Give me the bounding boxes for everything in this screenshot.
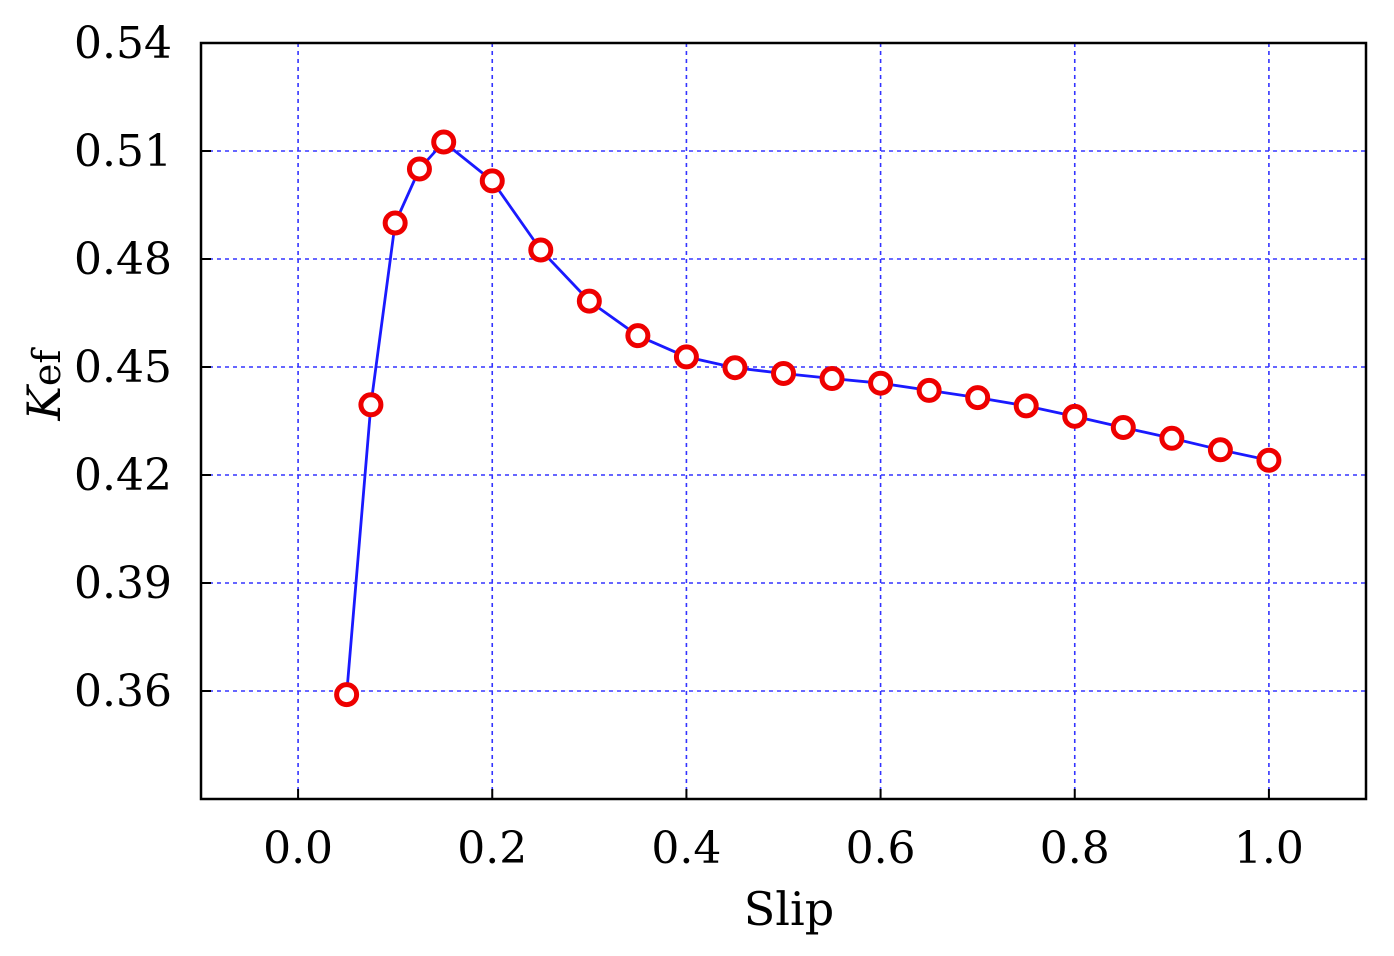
data-point: [916, 377, 942, 403]
x-tick-label: 0.4: [651, 823, 721, 874]
plot-frame: [199, 41, 1368, 801]
y-axis-title: Kef: [17, 347, 71, 422]
x-tick-label: 0.2: [457, 823, 527, 874]
data-point: [868, 370, 894, 396]
data-point: [1159, 425, 1185, 451]
grid-lines: [201, 43, 1366, 799]
data-point: [358, 392, 384, 418]
y-axis-title-sub: ef: [25, 347, 69, 386]
data-point: [479, 168, 505, 194]
x-tick-label: 1.0: [1234, 823, 1304, 874]
data-point: [819, 366, 845, 392]
axis-ticks: [201, 42, 1270, 799]
data-point: [334, 682, 360, 708]
y-tick-label: 0.39: [74, 558, 172, 609]
y-tick-label: 0.36: [74, 666, 172, 717]
data-point: [406, 156, 432, 182]
data-point: [576, 288, 602, 314]
data-point: [722, 355, 748, 381]
series-group: [334, 129, 1282, 708]
y-tick-label: 0.42: [74, 450, 172, 501]
x-tick-label: 0.6: [846, 823, 916, 874]
data-point: [1256, 447, 1282, 473]
data-point: [965, 385, 991, 411]
data-point: [1013, 393, 1039, 419]
data-point: [1207, 437, 1233, 463]
data-point: [1110, 414, 1136, 440]
plot-border: [199, 41, 1368, 801]
y-tick-label: 0.48: [74, 234, 172, 285]
y-tick-label: 0.45: [74, 342, 172, 393]
data-point: [528, 237, 554, 263]
data-point: [673, 344, 699, 370]
y-axis-title-main: K: [17, 383, 71, 421]
series-line: [345, 140, 1270, 695]
x-tick-label: 0.0: [263, 823, 333, 874]
data-point: [625, 323, 651, 349]
tick-labels: 0.0 0.2 0.4 0.6 0.8 1.0 0.36 0.39 0.42 0.45 0.48 0.…: [74, 18, 1304, 874]
x-axis-title: Slip: [744, 882, 834, 936]
y-tick-label: 0.54: [74, 18, 172, 69]
data-point: [1062, 403, 1088, 429]
data-point: [382, 210, 408, 236]
data-point: [431, 129, 457, 155]
x-tick-label: 0.8: [1040, 823, 1110, 874]
y-tick-label: 0.51: [74, 126, 172, 177]
data-point: [771, 360, 796, 386]
